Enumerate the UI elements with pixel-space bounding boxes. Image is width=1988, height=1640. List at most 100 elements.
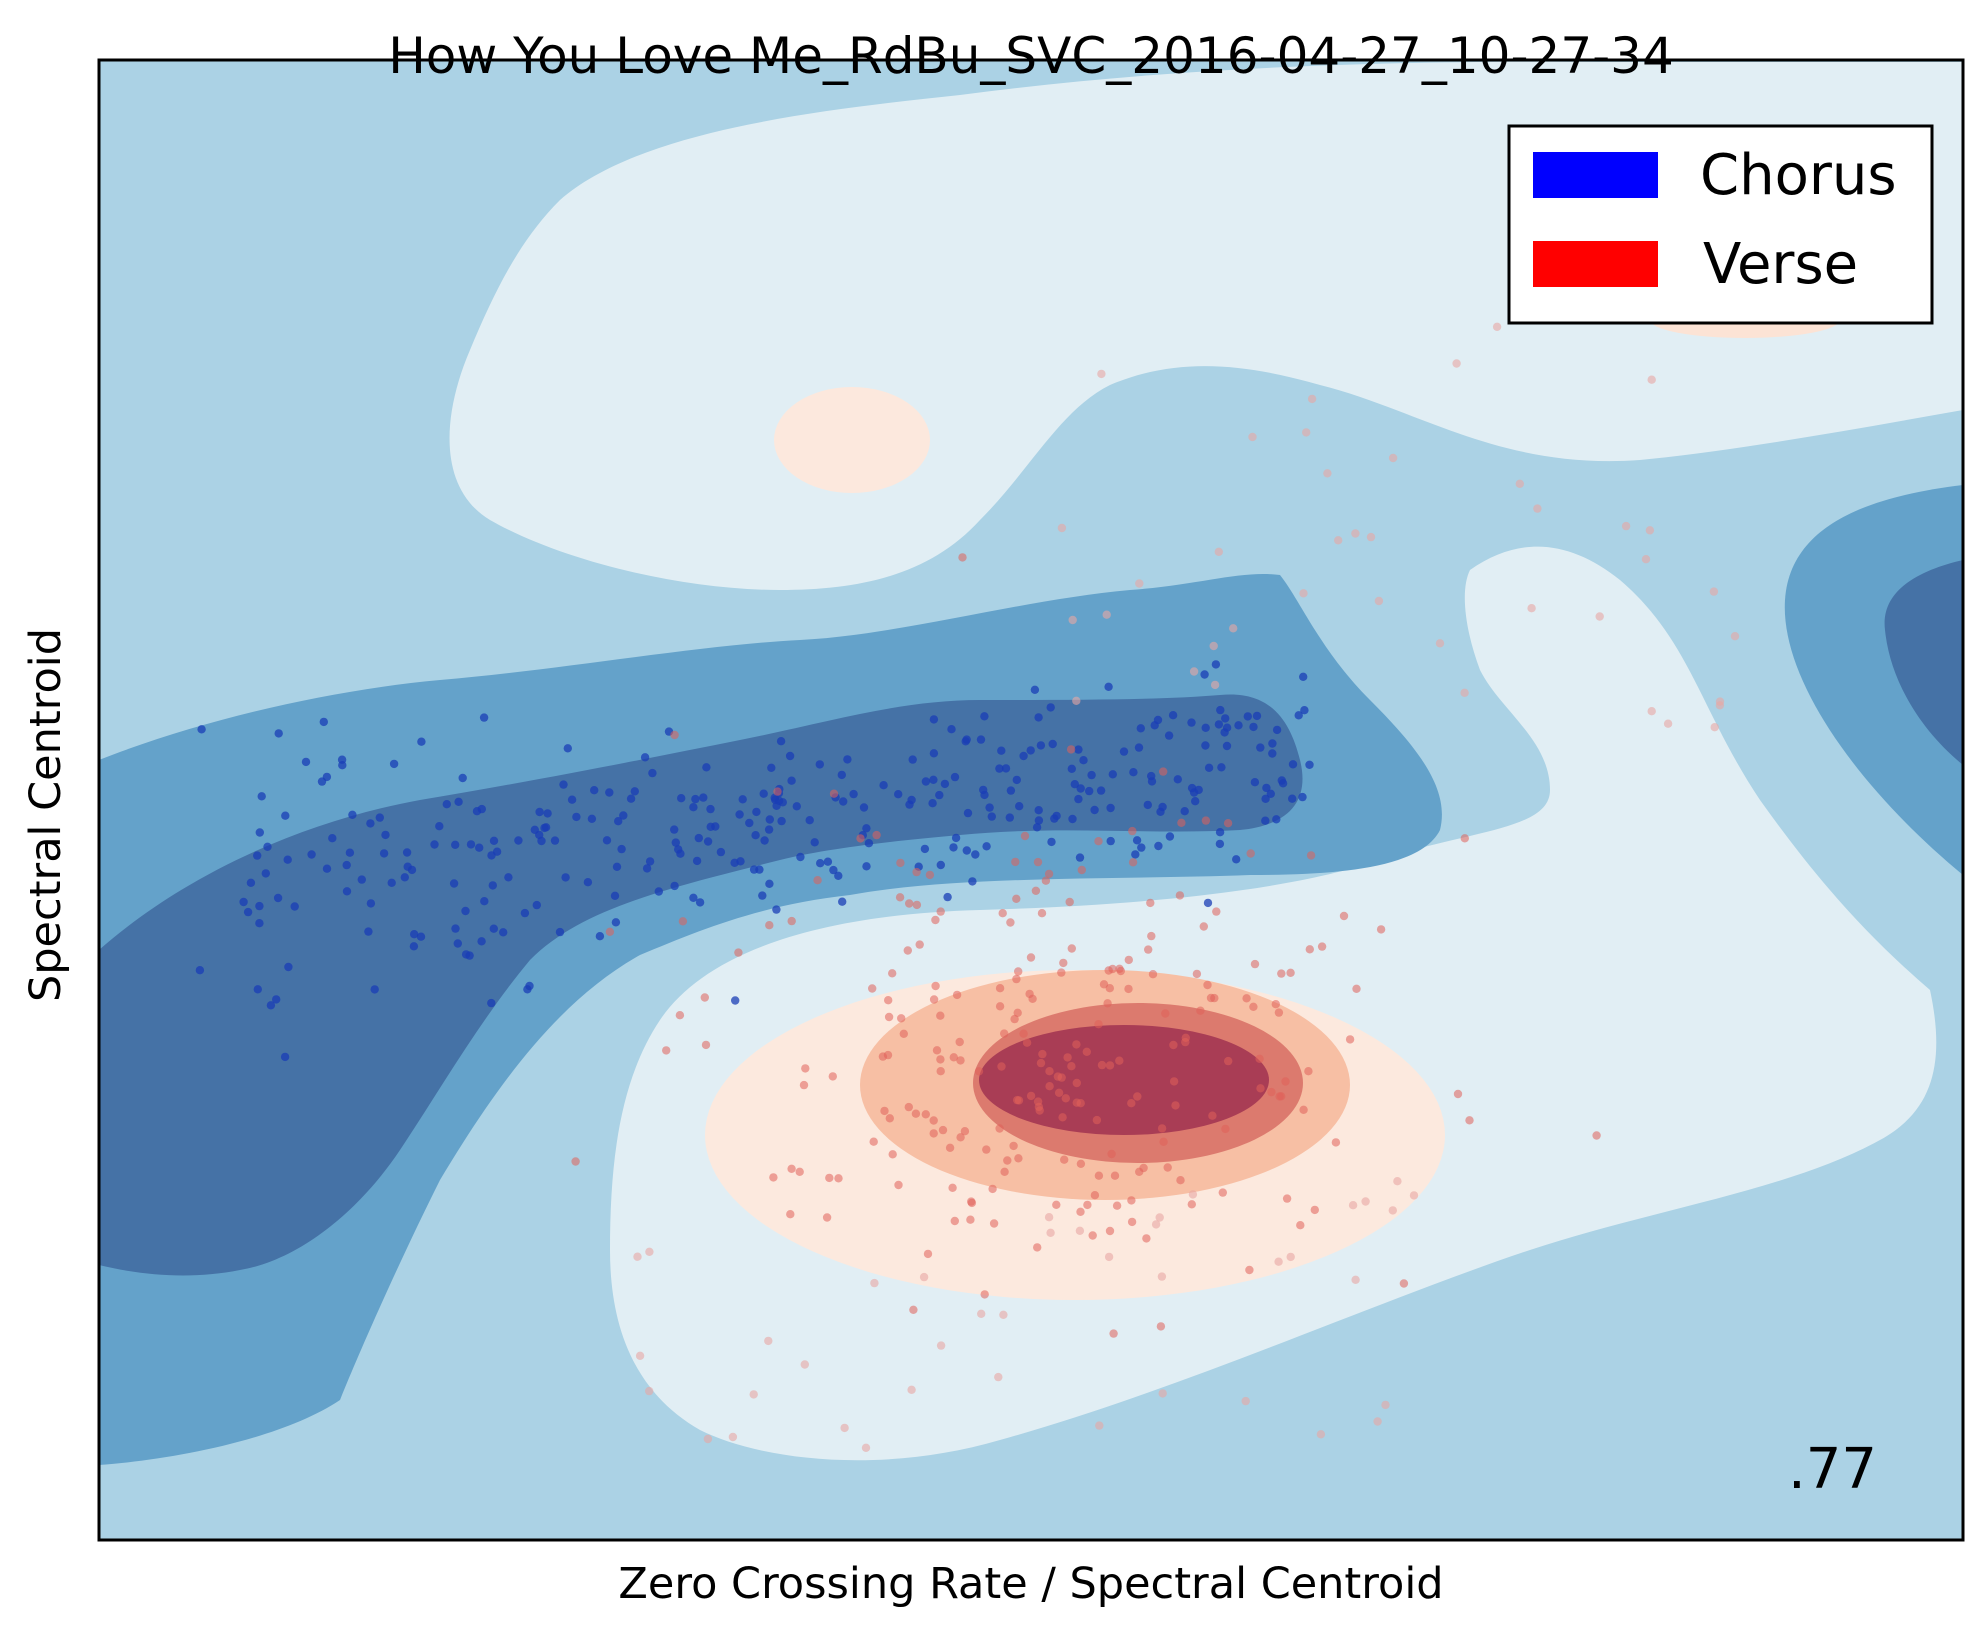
verse-point — [1515, 479, 1525, 488]
verse-point — [1527, 604, 1536, 613]
chorus-point — [587, 814, 597, 823]
chorus-point — [735, 810, 744, 819]
verse-point — [1199, 922, 1209, 931]
chorus-point — [702, 763, 711, 772]
chorus-point — [370, 985, 379, 994]
chorus-point — [255, 919, 264, 928]
chorus-point — [273, 893, 283, 903]
chorus-point — [731, 996, 740, 1005]
chorus-point — [281, 811, 290, 820]
chorus-point — [263, 842, 272, 851]
chorus-point — [943, 892, 952, 902]
verse-point — [1286, 1252, 1295, 1262]
verse-point — [1730, 632, 1740, 641]
verse-point — [1019, 1029, 1028, 1038]
chorus-point — [543, 809, 552, 818]
verse-point — [1351, 1275, 1360, 1285]
verse-point — [1102, 610, 1111, 619]
verse-point — [1124, 955, 1134, 965]
chorus-point — [929, 715, 939, 724]
chorus-point — [614, 817, 623, 826]
verse-point — [894, 1180, 903, 1190]
chorus-point — [674, 845, 683, 854]
verse-point — [880, 1106, 889, 1116]
chorus-point — [626, 794, 636, 803]
verse-point — [1710, 723, 1719, 732]
verse-point — [1041, 876, 1051, 885]
verse-point — [635, 1351, 645, 1361]
verse-point — [1274, 1008, 1284, 1017]
chorus-point — [504, 873, 513, 882]
verse-point — [571, 1157, 580, 1166]
chorus-point — [319, 717, 328, 727]
chorus-point — [654, 887, 663, 896]
verse-point — [861, 1443, 871, 1453]
chorus-point — [1268, 739, 1277, 748]
chorus-point — [929, 775, 938, 784]
verse-point — [931, 981, 940, 991]
chorus-point — [1256, 743, 1265, 752]
verse-point — [1212, 907, 1221, 916]
verse-point — [786, 1210, 795, 1219]
chorus-point — [971, 850, 980, 859]
verse-point — [1374, 596, 1384, 606]
verse-point — [1465, 1116, 1474, 1125]
verse-point — [1057, 968, 1066, 977]
verse-point — [1094, 1171, 1104, 1180]
chorus-point — [1079, 756, 1088, 765]
chorus-point — [366, 819, 375, 828]
chorus-point — [642, 864, 652, 873]
chorus-point — [487, 998, 496, 1008]
verse-point — [1072, 1040, 1081, 1049]
verse-point — [605, 927, 615, 936]
chorus-point — [834, 871, 843, 880]
verse-point — [1304, 1067, 1313, 1076]
verse-point — [703, 1434, 713, 1444]
chorus-point — [535, 807, 544, 817]
verse-point — [1177, 818, 1186, 827]
verse-point — [956, 1133, 965, 1142]
verse-point — [645, 1247, 654, 1257]
verse-point — [1142, 1234, 1151, 1243]
verse-point — [982, 1145, 991, 1154]
verse-point — [907, 1385, 916, 1395]
chorus-point — [699, 793, 708, 802]
chorus-point — [328, 834, 337, 843]
chorus-point — [451, 840, 460, 849]
verse-point — [1249, 1002, 1258, 1011]
verse-point — [1036, 1058, 1046, 1068]
chorus-point — [489, 836, 499, 845]
verse-point — [1709, 587, 1719, 596]
verse-point — [856, 834, 865, 843]
chorus-point — [849, 789, 858, 799]
verse-point — [734, 948, 743, 957]
chorus-point — [1305, 760, 1314, 769]
chorus-point — [567, 795, 577, 804]
verse-point — [995, 1002, 1005, 1011]
chorus-point — [1214, 720, 1224, 729]
verse-point — [1128, 826, 1137, 836]
verse-point — [1275, 1092, 1284, 1101]
chorus-point — [940, 779, 950, 789]
y-axis-label: Spectral Centroid — [21, 628, 71, 1002]
verse-point — [958, 553, 967, 562]
verse-point — [1095, 1421, 1104, 1430]
chorus-point — [963, 808, 973, 818]
verse-point — [1176, 1176, 1185, 1185]
chorus-point — [1012, 775, 1021, 785]
verse-point — [1066, 745, 1076, 754]
chorus-point — [605, 788, 614, 797]
verse-point — [1151, 1220, 1161, 1229]
verse-point — [1187, 1200, 1197, 1209]
verse-point — [909, 1305, 918, 1315]
verse-point — [1046, 1228, 1055, 1238]
verse-point — [952, 990, 962, 1000]
chorus-point — [1272, 815, 1281, 824]
chorus-point — [243, 907, 253, 917]
chorus-point — [284, 962, 293, 972]
chorus-point — [776, 737, 786, 746]
verse-point — [872, 830, 881, 840]
chorus-point — [694, 833, 703, 843]
verse-point — [1307, 394, 1317, 404]
chorus-point — [253, 851, 262, 860]
